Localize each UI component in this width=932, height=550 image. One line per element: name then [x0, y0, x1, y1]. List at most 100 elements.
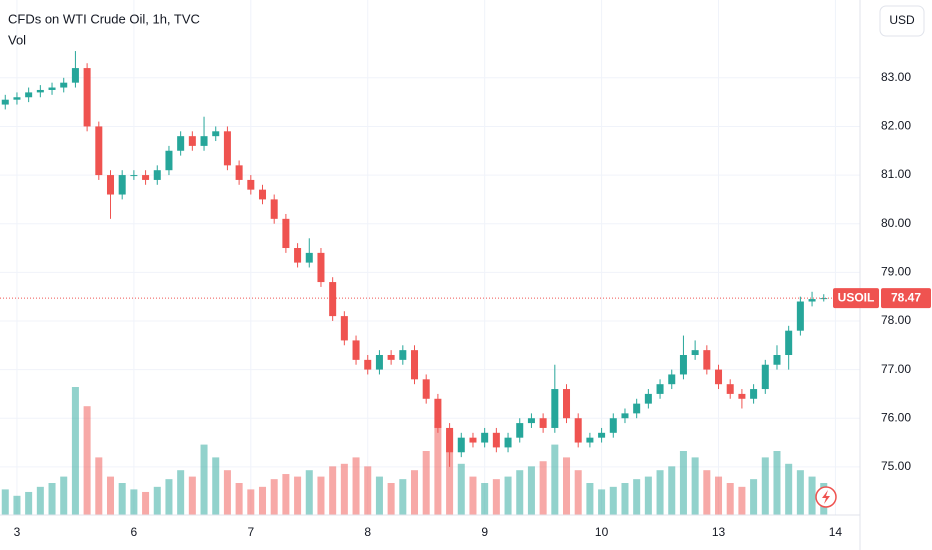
volume-bar [36, 486, 44, 515]
candle-body [106, 175, 115, 195]
candle-body [270, 199, 278, 219]
candle-body [574, 418, 582, 443]
volume-bar [516, 470, 524, 515]
candle-body [200, 136, 208, 146]
volume-bar [60, 476, 68, 515]
candle-body [551, 389, 559, 428]
volume-bar [294, 476, 302, 515]
candle-body [469, 437, 477, 443]
volume-bar [434, 425, 442, 515]
volume-bar [457, 463, 465, 515]
volume-bar [726, 483, 734, 515]
candle-body [527, 418, 535, 424]
candle-body [796, 301, 804, 331]
candle-body [773, 355, 781, 365]
volume-bar [422, 451, 430, 515]
volume-bar [551, 444, 559, 515]
volume-bar [282, 474, 290, 515]
candle-body [668, 374, 676, 385]
candle-body [609, 418, 617, 433]
candle-body [434, 398, 442, 428]
volume-bar [691, 457, 699, 515]
volume-bar [95, 457, 103, 515]
candle-body [212, 131, 220, 137]
candle-body [36, 89, 44, 93]
volume-bar [153, 486, 161, 515]
volume-bar [586, 483, 594, 515]
price-tag [881, 288, 931, 309]
volume-bar [679, 451, 687, 515]
volume-bar [48, 483, 56, 515]
candle-body [539, 418, 547, 428]
volume-bar [212, 457, 220, 515]
y-tick-label: 77.00 [881, 362, 911, 376]
candle-body [83, 68, 91, 127]
volume-bar [633, 479, 641, 515]
candle-body [95, 126, 103, 176]
candle-body [142, 175, 150, 180]
volume-bar [761, 457, 769, 515]
currency-button[interactable] [879, 5, 925, 37]
candle-body [750, 389, 758, 399]
volume-bar [375, 476, 383, 515]
candle-body [25, 92, 33, 98]
volume-bar [200, 444, 208, 515]
volume-bar [410, 470, 419, 515]
candle-body [808, 299, 816, 302]
x-tick-label: 3 [14, 525, 21, 539]
y-tick-label: 79.00 [881, 265, 911, 279]
candle-body [258, 189, 267, 200]
candle-body [235, 165, 243, 180]
candle-body [305, 252, 313, 263]
volume-bar [188, 476, 196, 515]
candle-body [726, 384, 734, 394]
candle-body [761, 364, 769, 390]
price-tag-name: USOIL [838, 290, 875, 304]
x-tick-label: 7 [247, 525, 254, 539]
volume-bar [446, 431, 454, 515]
candle-body [71, 68, 79, 83]
volume-bar [609, 486, 617, 515]
candle-body [340, 316, 348, 341]
currency-label[interactable]: USD [889, 13, 915, 27]
candle-body [738, 393, 746, 399]
volume-bar [223, 470, 231, 515]
volume-bar [329, 466, 337, 515]
candle-body [481, 432, 489, 443]
candle-body [656, 384, 664, 394]
volume-bar [644, 476, 652, 515]
candle-body [364, 359, 372, 370]
candle-body [715, 369, 723, 385]
candle-body [48, 87, 56, 90]
volume-bar [796, 470, 804, 515]
candle-body [387, 355, 395, 360]
volume-bar [106, 476, 115, 515]
x-tick-label: 13 [712, 525, 726, 539]
volume-bar [165, 479, 173, 515]
volume-bar [305, 470, 313, 515]
candle-body [153, 170, 161, 180]
volume-layer [1, 387, 828, 515]
volume-bar [504, 476, 512, 515]
volume-bar [598, 489, 606, 515]
volume-bar [785, 463, 793, 515]
icon-bolt [822, 490, 830, 504]
volume-bar [715, 476, 723, 515]
candle-layer [1, 51, 828, 467]
candle-body [352, 340, 360, 360]
volume-bar [25, 491, 33, 515]
volume-bar [317, 476, 325, 515]
y-tick-label: 83.00 [881, 70, 911, 84]
volume-bar [703, 470, 711, 515]
candle-body [177, 136, 185, 151]
candle-body [563, 389, 571, 419]
candle-body [118, 175, 126, 195]
volume-bar [469, 476, 477, 515]
volume-bar [13, 495, 21, 515]
volume-bar [71, 387, 79, 515]
candle-body [422, 379, 430, 399]
candle-body [785, 330, 793, 356]
candle-body [410, 350, 419, 380]
